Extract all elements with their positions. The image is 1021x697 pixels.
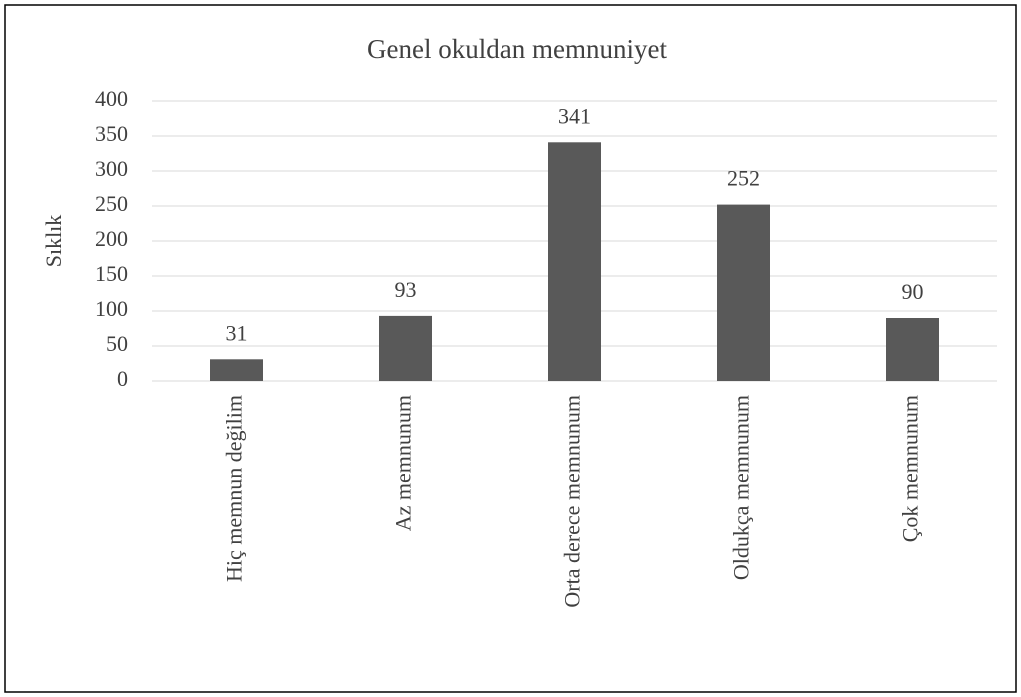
x-tick-label: Oldukça memnunum (729, 395, 754, 580)
y-tick-label: 400 (95, 86, 128, 111)
data-label: 31 (226, 320, 248, 345)
bar (210, 359, 263, 381)
data-label: 252 (727, 166, 760, 191)
y-tick-label: 0 (117, 366, 128, 391)
bar (379, 315, 432, 381)
y-tick-label: 250 (95, 191, 128, 216)
y-tick-label: 150 (95, 261, 128, 286)
y-tick-label: 200 (95, 226, 128, 251)
x-tick-label: Az memnunum (391, 395, 416, 531)
data-label: 90 (902, 279, 924, 304)
bar (886, 318, 939, 381)
y-axis-label: Sıklık (41, 215, 66, 268)
chart-frame (4, 4, 1017, 693)
y-tick-label: 350 (95, 121, 128, 146)
chart-title: Genel okuldan memnuniyet (367, 34, 667, 64)
y-tick-label: 300 (95, 156, 128, 181)
data-label: 341 (558, 103, 591, 128)
y-tick-label: 50 (106, 331, 128, 356)
data-label: 93 (395, 277, 417, 302)
x-tick-label: Hiç memnun değilim (222, 395, 247, 582)
x-tick-label: Orta derece memnunum (560, 395, 585, 608)
y-tick-label: 100 (95, 296, 128, 321)
x-tick-label: Çok memnunum (898, 395, 923, 542)
bar (717, 204, 770, 381)
bar (548, 142, 601, 381)
